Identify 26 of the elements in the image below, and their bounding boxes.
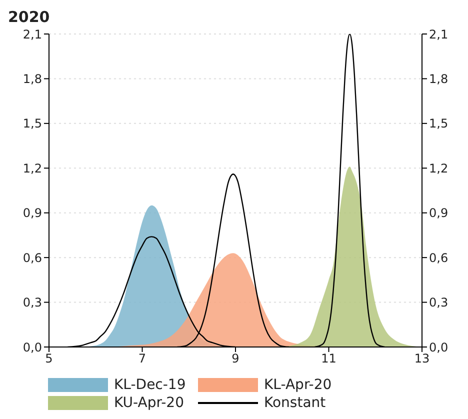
x-tick-label: 5	[45, 352, 53, 366]
y2-tick-label: 0,6	[429, 250, 448, 265]
y2-tick-label: 1,8	[429, 72, 448, 86]
legend-label: KL-Apr-20	[264, 377, 332, 393]
y-tick-label: 1,2	[22, 161, 42, 176]
y-tick-label: 0,0	[22, 340, 42, 354]
y2-tick-label: 0,9	[429, 206, 448, 220]
y-tick-label: 0,3	[22, 296, 42, 310]
y2-tick-label: 0,0	[429, 340, 448, 354]
legend-label: KU-Apr-20	[114, 395, 184, 411]
y2-tick-label: 0,3	[429, 296, 448, 310]
y-tick-label: 1,5	[22, 116, 42, 131]
y2-tick-label: 1,5	[429, 116, 448, 131]
y-tick-label: 0,6	[22, 250, 42, 265]
x-tick-label: 11	[321, 352, 336, 366]
y2-tick-label: 1,2	[429, 161, 448, 176]
y-tick-label: 1,8	[22, 72, 42, 86]
x-tick-label: 9	[232, 352, 240, 366]
x-tick-label: 13	[414, 352, 430, 366]
y2-tick-label: 2,1	[429, 27, 448, 42]
legend-label: KL-Dec-19	[114, 377, 186, 393]
x-tick-label: 7	[138, 352, 146, 366]
chart-title: 2020	[8, 8, 51, 26]
legend-label: Konstant	[264, 395, 326, 411]
y-tick-label: 2,1	[22, 27, 42, 42]
y-tick-label: 0,9	[22, 206, 42, 220]
